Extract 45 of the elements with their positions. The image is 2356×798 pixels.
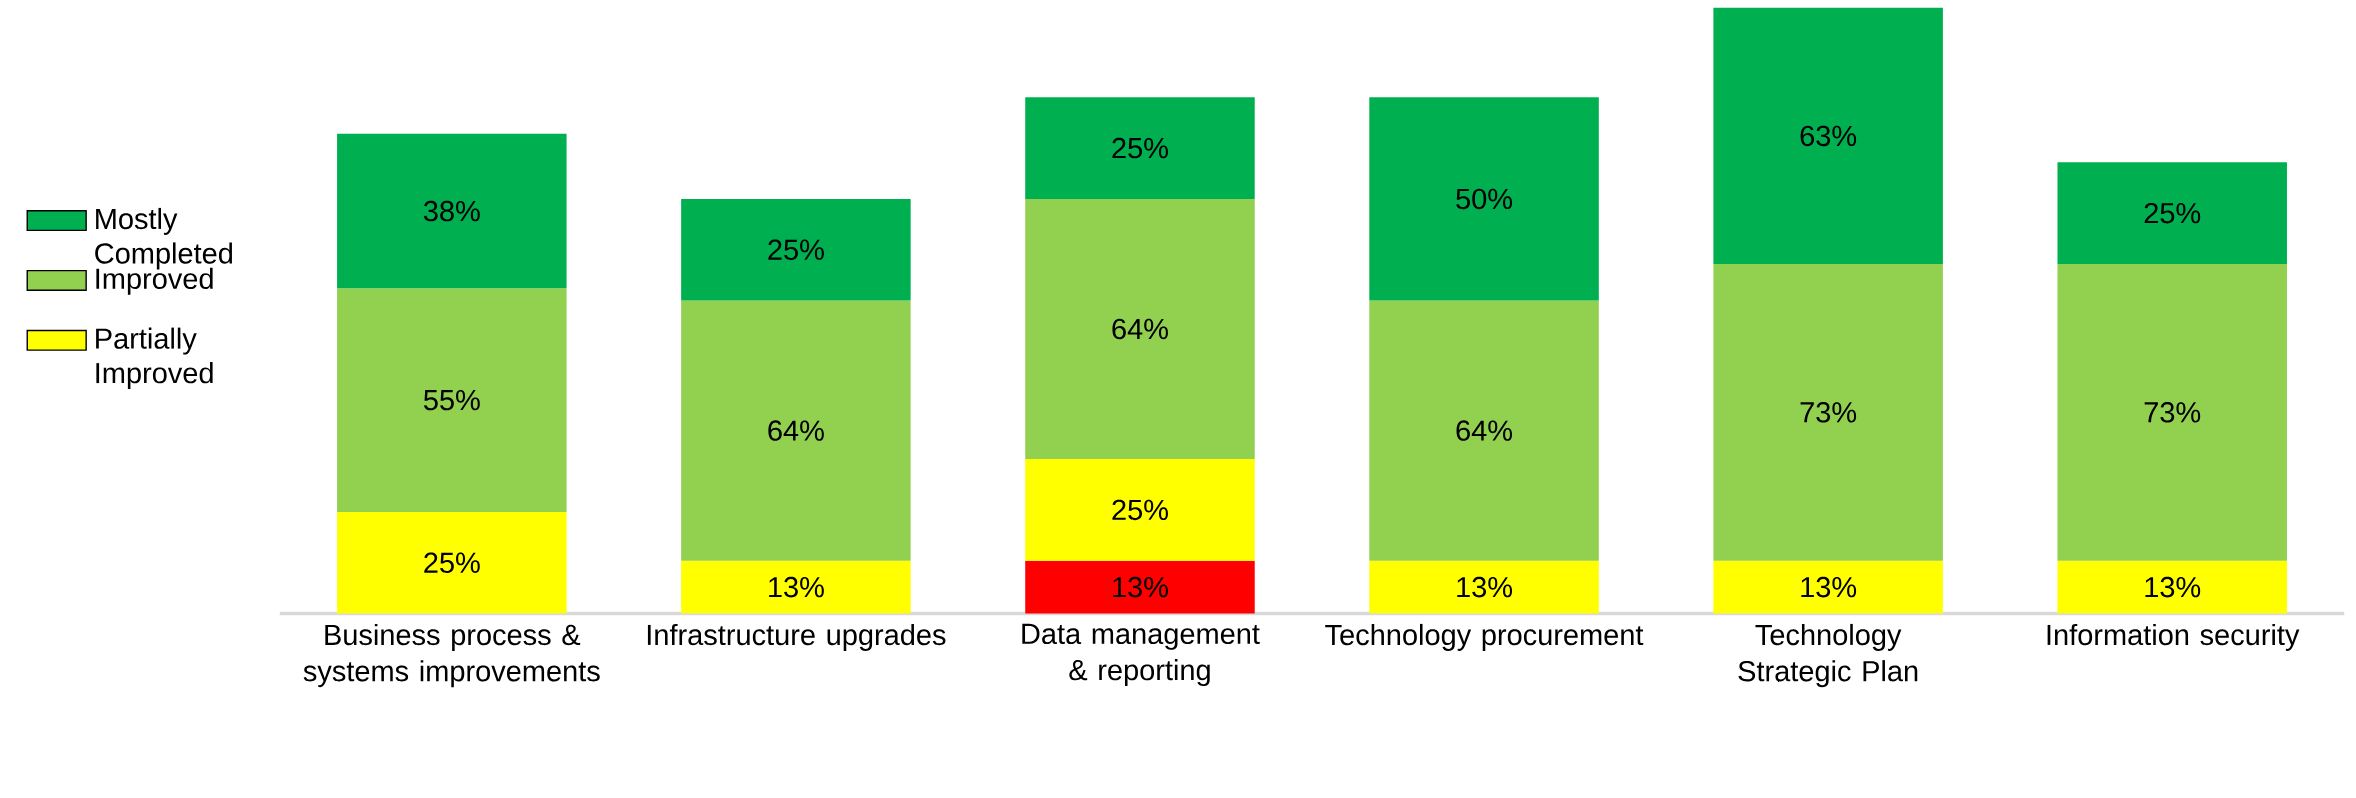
bar — [1713, 560, 1943, 614]
data-label: 55% — [423, 389, 480, 411]
data-label: 25% — [1112, 499, 1168, 521]
bar — [337, 288, 567, 512]
x-tick-label: Data management & reporting — [1022, 623, 1260, 687]
data-label: 13% — [1457, 576, 1513, 598]
bar — [1025, 560, 1255, 614]
data-label: 64% — [1456, 420, 1513, 441]
legend-label: Partially Improved — [96, 327, 213, 390]
bar — [2057, 263, 2287, 561]
data-label: 64% — [768, 420, 824, 441]
bar — [337, 511, 567, 614]
data-label: 13% — [1113, 576, 1168, 598]
x-tick-label: Information security — [2047, 623, 2300, 651]
x-tick-label: Business process & systems improvements — [303, 623, 600, 688]
data-label: 73% — [2144, 402, 2201, 423]
x-tick-label: Technology Strategic Plan — [1738, 623, 1918, 688]
bar — [337, 133, 567, 289]
data-label: 73% — [1800, 402, 1857, 423]
bar — [1713, 263, 1943, 561]
bar — [1025, 198, 1255, 460]
bar — [1713, 7, 1943, 264]
bar — [1369, 300, 1599, 561]
data-label: 25% — [2144, 202, 2201, 224]
data-label: 13% — [2145, 576, 2201, 598]
bar — [1025, 459, 1255, 561]
bar — [681, 300, 911, 561]
bar — [2057, 560, 2287, 614]
data-label: 63% — [1800, 125, 1857, 147]
x-tick-label: Technology procurement — [1325, 623, 1644, 651]
bar — [681, 198, 911, 301]
data-label: 13% — [769, 576, 824, 598]
data-label: 50% — [1456, 188, 1513, 210]
bar — [1025, 97, 1255, 199]
data-label: 25% — [424, 552, 480, 573]
bar — [1369, 97, 1599, 301]
data-label: 64% — [1112, 318, 1168, 340]
bar — [2057, 162, 2287, 264]
data-label: 13% — [1801, 576, 1857, 598]
bar — [681, 560, 911, 614]
bar — [1369, 560, 1599, 614]
data-label: 25% — [1112, 137, 1168, 159]
data-label: 38% — [423, 200, 480, 222]
data-label: 25% — [768, 239, 824, 260]
x-tick-label: Infrastructure upgrades — [647, 623, 946, 651]
